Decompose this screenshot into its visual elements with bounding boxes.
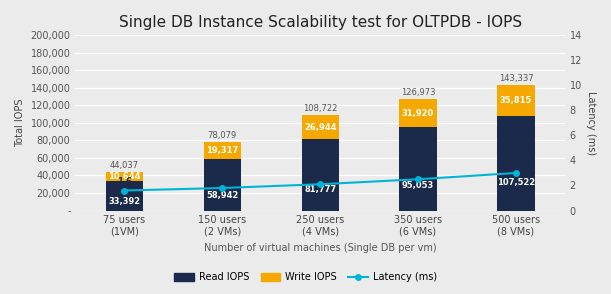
Bar xyxy=(106,181,143,211)
Text: 1.6: 1.6 xyxy=(117,177,132,186)
Bar xyxy=(302,115,338,139)
Bar xyxy=(497,85,535,116)
Bar xyxy=(400,99,437,127)
Bar xyxy=(203,142,241,159)
Bar xyxy=(497,116,535,211)
Legend: Read IOPS, Write IOPS, Latency (ms): Read IOPS, Write IOPS, Latency (ms) xyxy=(170,268,441,286)
Bar xyxy=(106,172,143,181)
Text: 78,079: 78,079 xyxy=(208,131,237,140)
Text: 2.1: 2.1 xyxy=(313,171,327,180)
X-axis label: Number of virtual machines (Single DB per vm): Number of virtual machines (Single DB pe… xyxy=(204,243,436,253)
Text: 95,053: 95,053 xyxy=(402,181,434,190)
Y-axis label: Latency (ms): Latency (ms) xyxy=(586,91,596,155)
Text: 31,920: 31,920 xyxy=(402,109,434,118)
Text: 35,815: 35,815 xyxy=(500,96,532,105)
Text: 107,522: 107,522 xyxy=(497,178,535,187)
Bar xyxy=(400,127,437,211)
Text: 81,777: 81,777 xyxy=(304,185,336,193)
Text: 58,942: 58,942 xyxy=(206,191,238,200)
Text: 33,392: 33,392 xyxy=(108,197,141,206)
Text: 44,037: 44,037 xyxy=(110,161,139,170)
Text: 3: 3 xyxy=(513,160,519,168)
Text: 26,944: 26,944 xyxy=(304,123,337,132)
Bar xyxy=(203,159,241,211)
Y-axis label: Total IOPS: Total IOPS xyxy=(15,99,25,147)
Text: 2.5: 2.5 xyxy=(411,166,425,175)
Text: 19,317: 19,317 xyxy=(206,146,238,155)
Text: 1.8: 1.8 xyxy=(215,175,230,184)
Bar xyxy=(302,139,338,211)
Text: 126,973: 126,973 xyxy=(401,88,435,97)
Text: 108,722: 108,722 xyxy=(303,104,337,113)
Title: Single DB Instance Scalability test for OLTPDB - IOPS: Single DB Instance Scalability test for … xyxy=(119,15,522,30)
Text: 143,337: 143,337 xyxy=(499,74,533,83)
Text: 10,644: 10,644 xyxy=(108,172,141,181)
